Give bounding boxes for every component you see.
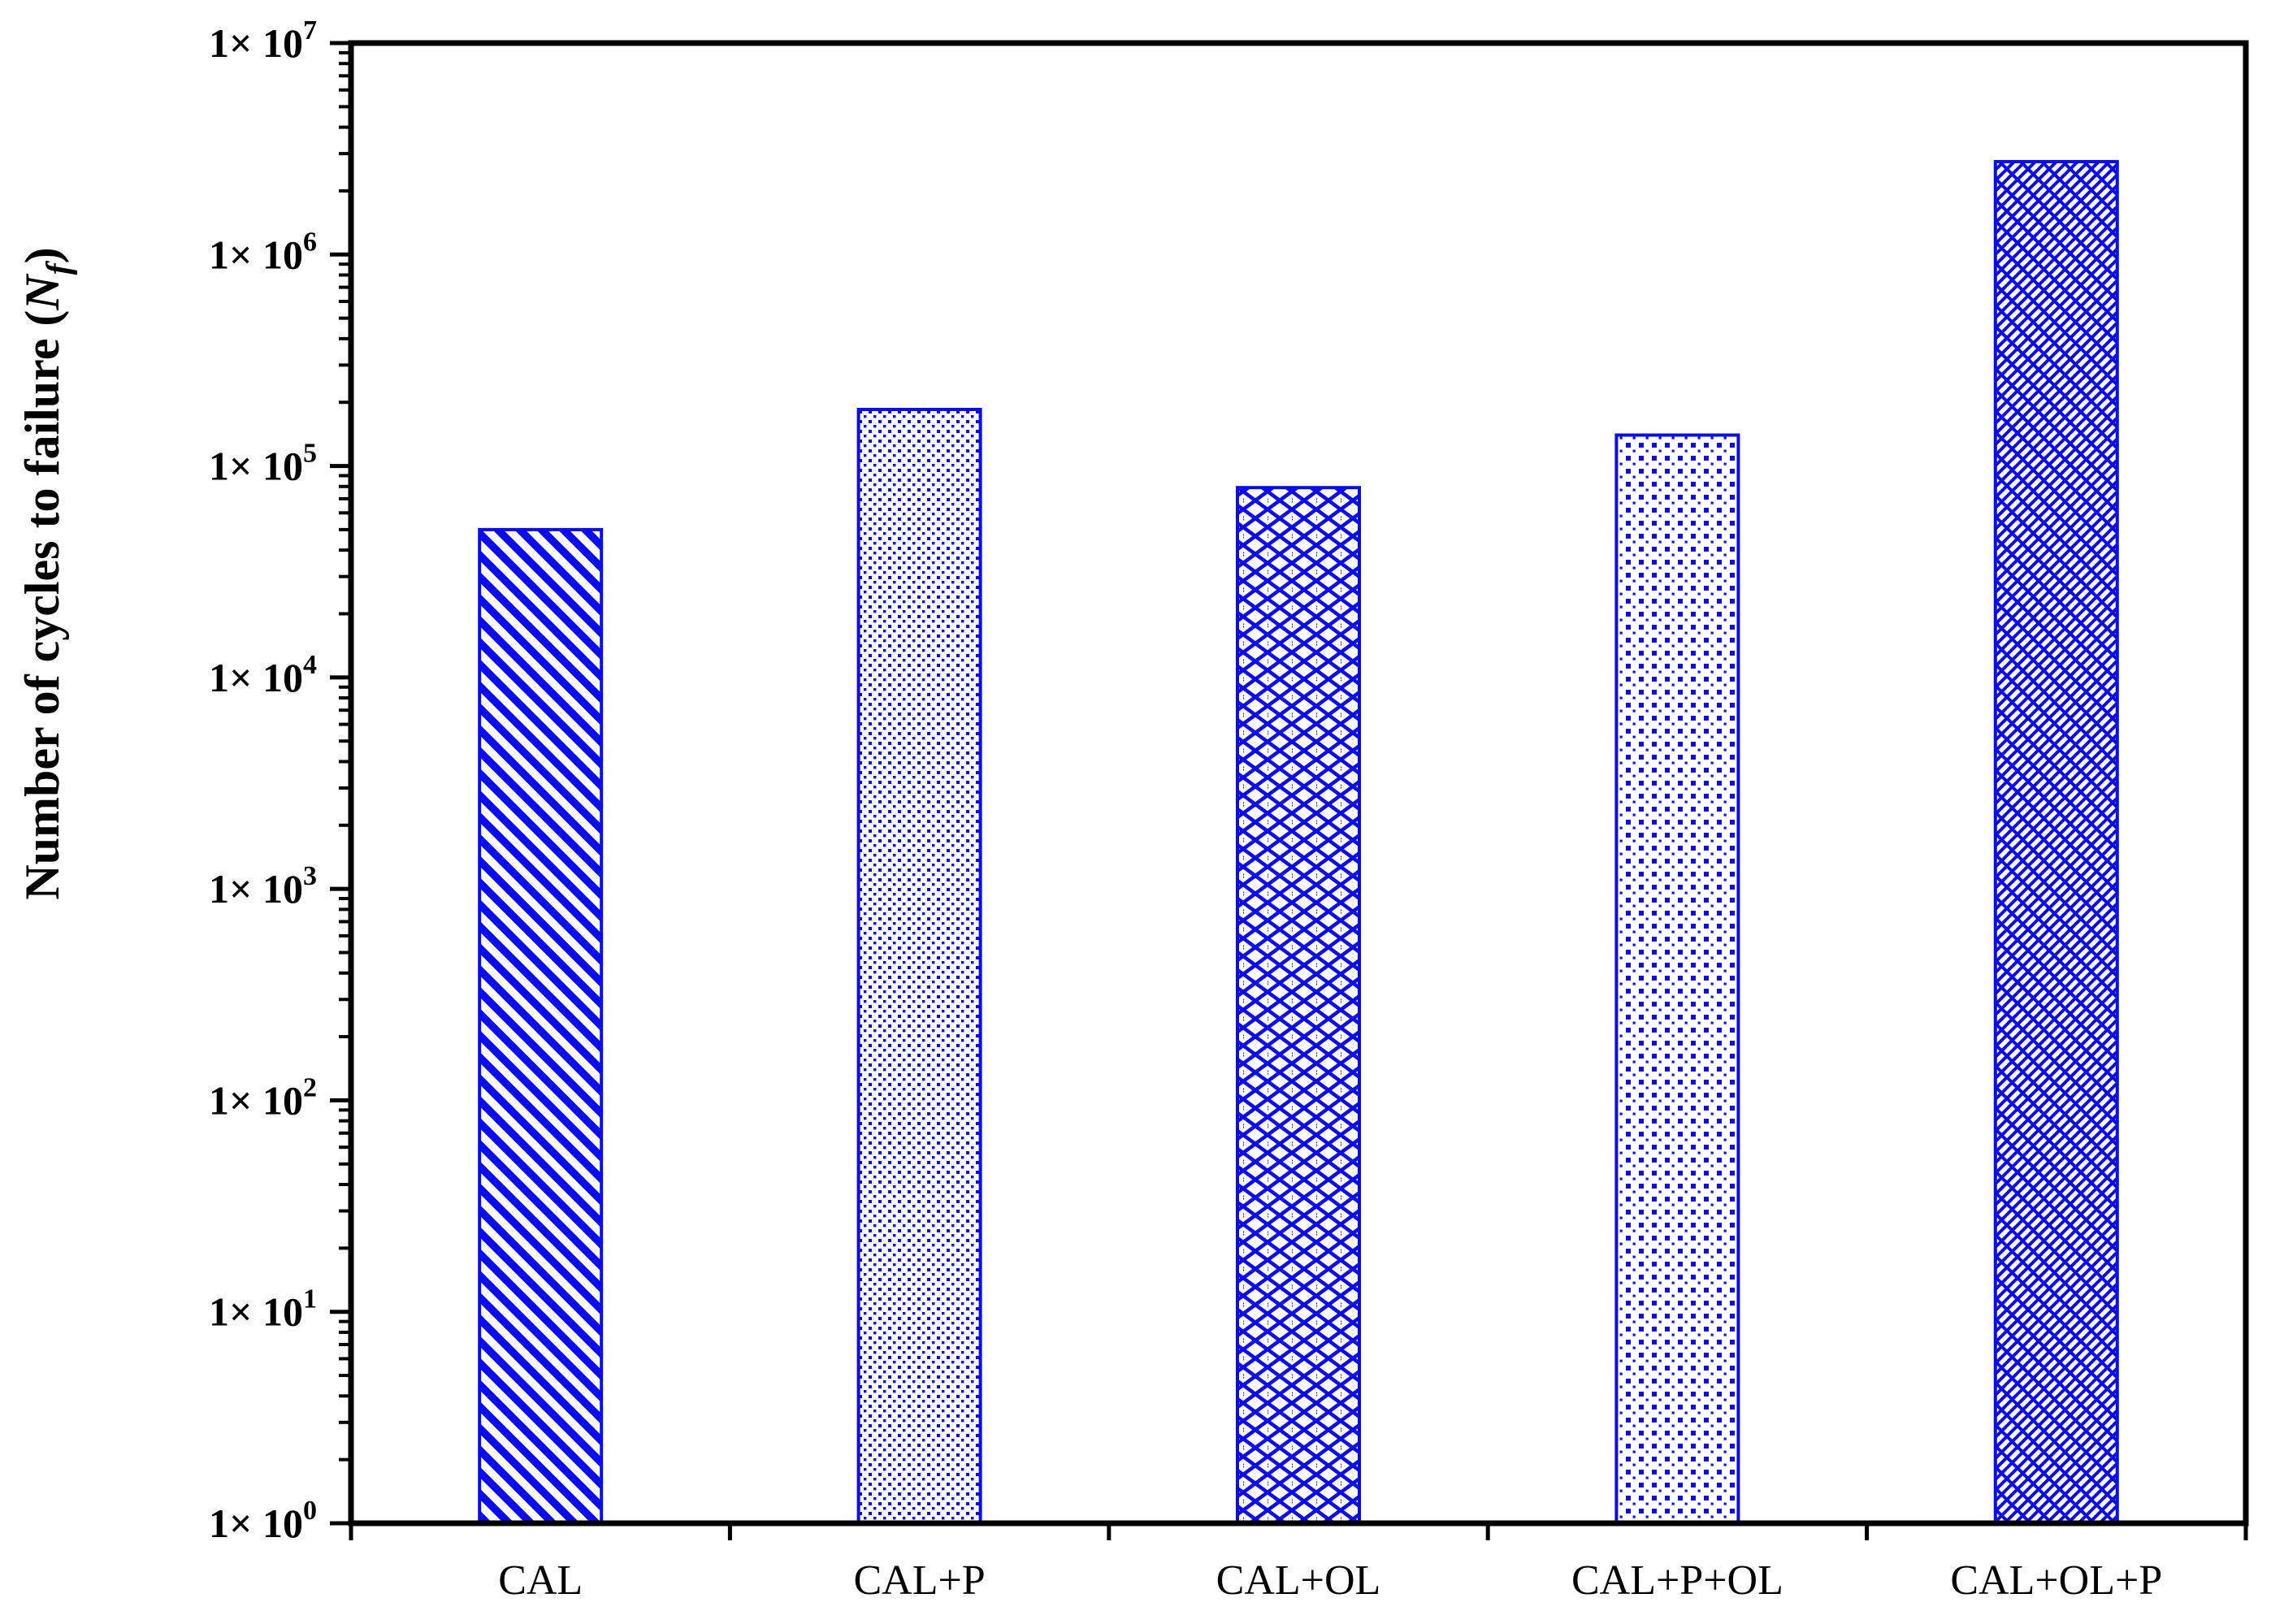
y-tick-label: 1× 107 [209, 15, 317, 66]
bar-cal+ol+p [1993, 159, 2119, 1525]
plot-frame [348, 40, 2249, 1527]
bar-cal [478, 527, 604, 1525]
y-axis: 1× 100 1× 101 1× 102 1× 103 1× 104 1× 105 1× 1… [209, 15, 349, 1546]
x-axis: CAL CAL+P CAL+OL CAL+P+OL CAL+OL+P [349, 1526, 2248, 1604]
x-tick-label-cal+ol: CAL+OL [1216, 1557, 1381, 1604]
x-tick-label-cal+p: CAL+P [853, 1557, 985, 1604]
y-tick-label: 1× 102 [209, 1072, 317, 1123]
bar-cal+p [856, 408, 982, 1526]
y-tick-label: 1× 105 [209, 439, 317, 489]
y-axis-title: Number of cycles to failure (Nf) [15, 247, 78, 899]
plot-border [348, 40, 2249, 1527]
x-tick-label-cal+p+ol: CAL+P+OL [1571, 1557, 1783, 1604]
y-tick-label: 1× 101 [209, 1284, 317, 1335]
x-tick-label-cal: CAL [498, 1557, 583, 1604]
y-tick-label: 1× 103 [209, 861, 317, 912]
x-tick-label-cal+ol+p: CAL+OL+P [1950, 1557, 2162, 1604]
y-tick-label: 1× 104 [209, 650, 317, 700]
y-tick-label: 1× 100 [209, 1496, 317, 1546]
y-axis-title-text: Number of cycles to failure (Nf) [15, 247, 78, 899]
bar-cal+p+ol [1614, 433, 1740, 1525]
bar-cal+ol [1236, 486, 1361, 1525]
y-tick-label: 1× 106 [209, 227, 317, 277]
bars [478, 159, 2119, 1526]
